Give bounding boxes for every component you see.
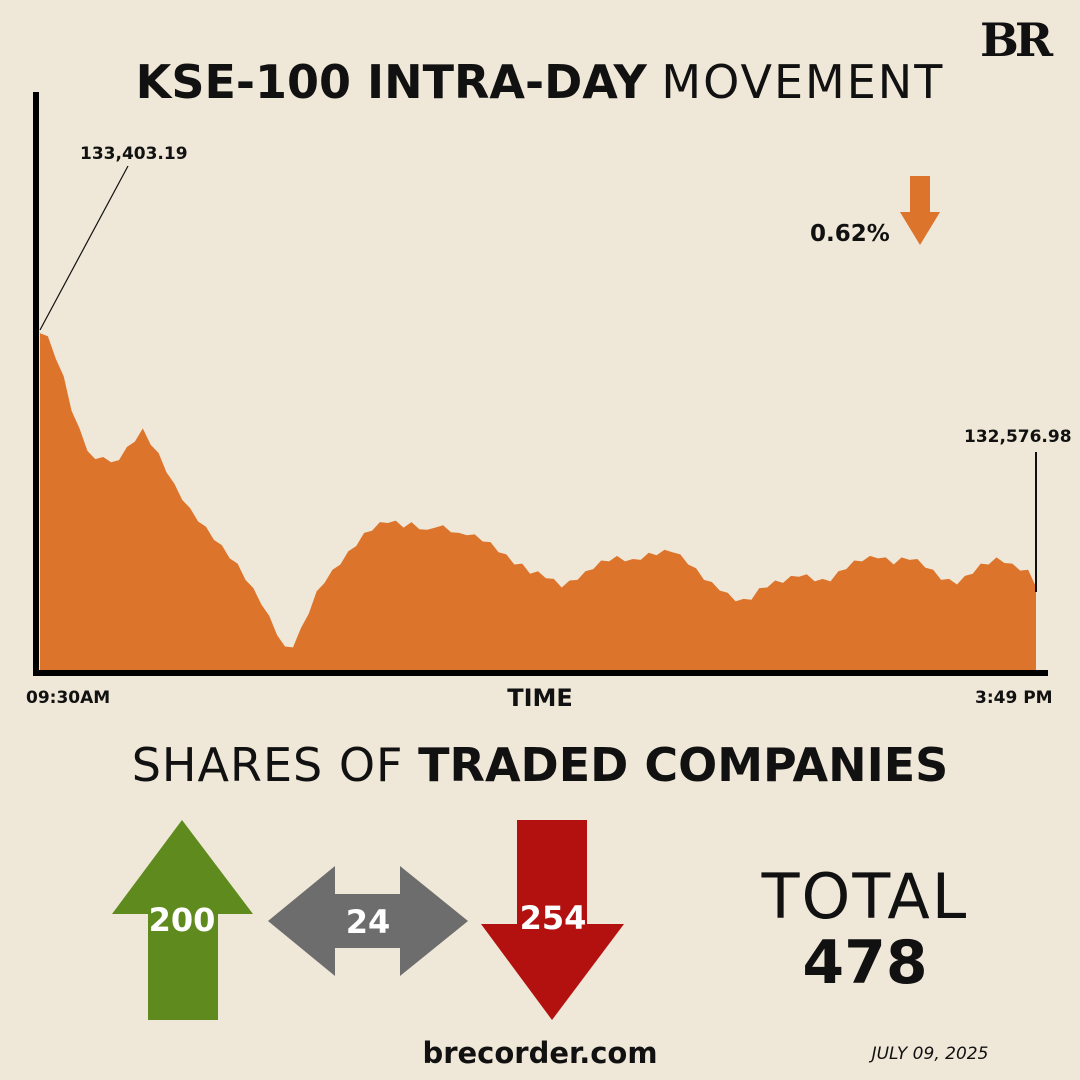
open-value-label: 133,403.19 — [80, 144, 188, 164]
site-url[interactable]: brecorder.com — [422, 1036, 658, 1070]
shares-title: SHARES OF TRADED COMPANIES — [0, 735, 1080, 795]
total-value: 478 — [802, 928, 928, 998]
chart-title: KSE-100 INTRA-DAY MOVEMENT — [0, 52, 1080, 112]
down-arrow-icon — [900, 176, 940, 245]
open-leader-line — [39, 165, 129, 331]
close-value-label: 132,576.98 — [964, 427, 1072, 447]
up-arrow-icon — [112, 820, 253, 1020]
x-tick-end: 3:49 PM — [975, 688, 1053, 708]
brand-logo: BR — [980, 13, 1053, 67]
advancers-count: 200 — [148, 901, 216, 939]
down-arrow-large-icon — [481, 820, 624, 1020]
decliners-count: 254 — [519, 899, 587, 937]
unchanged-count: 24 — [345, 903, 391, 941]
total-label: TOTAL — [761, 860, 969, 933]
x-axis-title: TIME — [507, 684, 573, 712]
shares-title-light: SHARES OF — [131, 738, 404, 792]
change-percent-label: 0.62% — [810, 221, 890, 247]
chart-title-light: MOVEMENT — [661, 55, 945, 109]
unchanged-arrow-icon — [268, 866, 468, 976]
report-date: JULY 09, 2025 — [871, 1044, 989, 1064]
area-series — [40, 333, 1036, 670]
x-tick-start: 09:30AM — [26, 688, 111, 708]
chart-title-bold: KSE-100 INTRA-DAY — [135, 55, 647, 109]
shares-title-bold: TRADED COMPANIES — [418, 738, 949, 792]
